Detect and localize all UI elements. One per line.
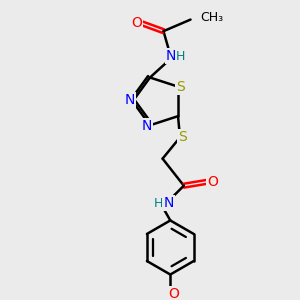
Text: H: H (176, 50, 186, 63)
Text: CH₃: CH₃ (200, 11, 223, 24)
Text: N: N (142, 119, 152, 133)
Text: S: S (178, 130, 187, 144)
Text: H: H (154, 196, 164, 210)
Text: O: O (131, 16, 142, 30)
Text: O: O (207, 175, 218, 189)
Text: O: O (169, 287, 180, 300)
Text: S: S (177, 80, 185, 94)
Text: N: N (163, 196, 174, 210)
Text: N: N (124, 93, 135, 107)
Text: N: N (166, 49, 176, 63)
